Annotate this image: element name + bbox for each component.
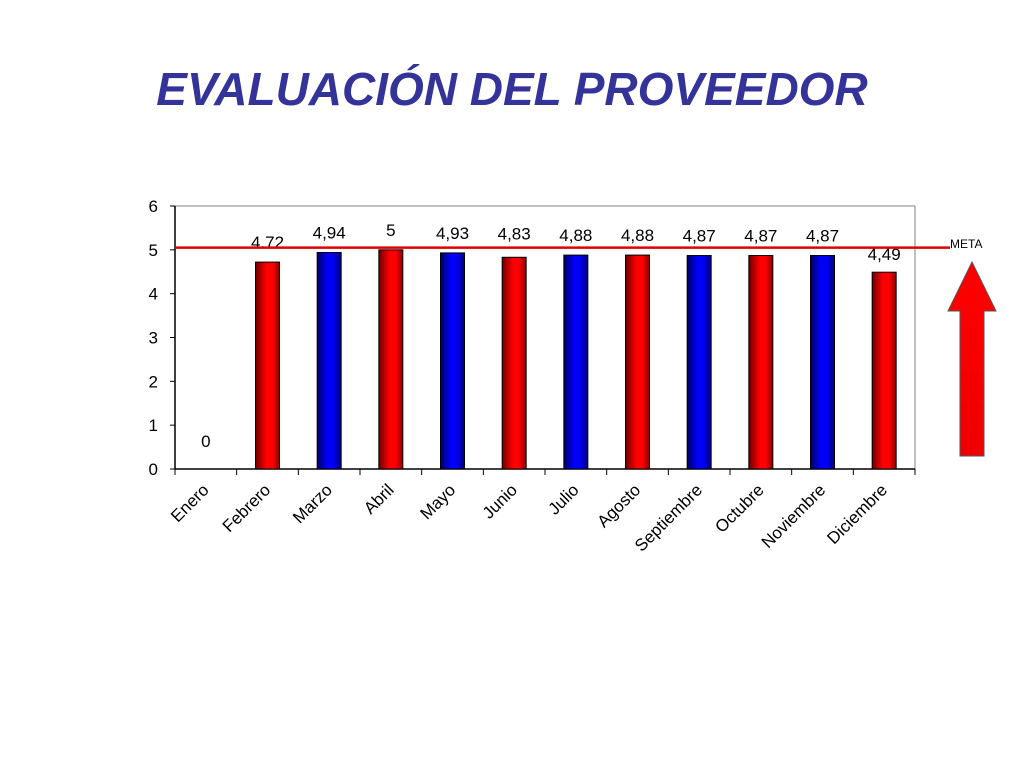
- data-label: 4.72: [251, 233, 284, 252]
- category-label: Febrero: [219, 480, 275, 536]
- y-tick-label: 5: [149, 241, 158, 260]
- bar: [748, 255, 774, 470]
- bar: [378, 249, 404, 470]
- data-label: 4,94: [313, 223, 346, 242]
- data-label: 4,87: [806, 227, 839, 246]
- y-tick-label: 4: [149, 285, 158, 304]
- bar: [316, 251, 342, 470]
- category-label: Diciembre: [823, 480, 891, 548]
- data-label: 4,87: [744, 227, 777, 246]
- data-label: 0: [201, 432, 210, 451]
- y-tick-label: 0: [149, 460, 158, 479]
- data-label: 4,93: [436, 224, 469, 243]
- category-label: Marzo: [289, 480, 336, 527]
- data-label: 5: [386, 221, 395, 240]
- y-tick-label: 2: [149, 372, 158, 391]
- meta-arrow-icon: [947, 260, 997, 457]
- category-label: Julio: [545, 480, 583, 518]
- data-label: 4,88: [621, 226, 654, 245]
- bar: [440, 252, 465, 470]
- category-label: Septiembre: [631, 480, 706, 555]
- bar: [563, 254, 589, 470]
- category-label: Junio: [479, 480, 521, 522]
- data-label: 4,83: [498, 224, 531, 243]
- bar: [501, 256, 527, 470]
- category-label: Abril: [360, 480, 397, 517]
- bar: [871, 271, 897, 470]
- category-label: Agosto: [593, 480, 644, 531]
- bar: [686, 255, 712, 470]
- meta-label: META: [950, 237, 983, 251]
- bar: [625, 254, 650, 470]
- category-label: Mayo: [416, 480, 459, 523]
- y-tick-label: 3: [149, 329, 158, 348]
- bar: [810, 255, 835, 470]
- bar: [255, 261, 280, 470]
- chart-title: EVALUACIÓN DEL PROVEEDOR: [156, 63, 868, 115]
- data-label: 4,88: [559, 226, 592, 245]
- category-label: Enero: [167, 480, 213, 526]
- plot-area: 0 1 2 3 4 5 6 0 Enero 4.72 Febrero 4,94 Marzo 5 Abril 4…: [149, 197, 997, 555]
- category-label: Octubre: [711, 480, 767, 536]
- category-label: Noviembre: [758, 480, 830, 552]
- data-label: 4,49: [868, 245, 901, 264]
- y-tick-label: 6: [149, 197, 158, 216]
- data-label: 4,87: [683, 227, 716, 246]
- y-tick-label: 1: [149, 416, 158, 435]
